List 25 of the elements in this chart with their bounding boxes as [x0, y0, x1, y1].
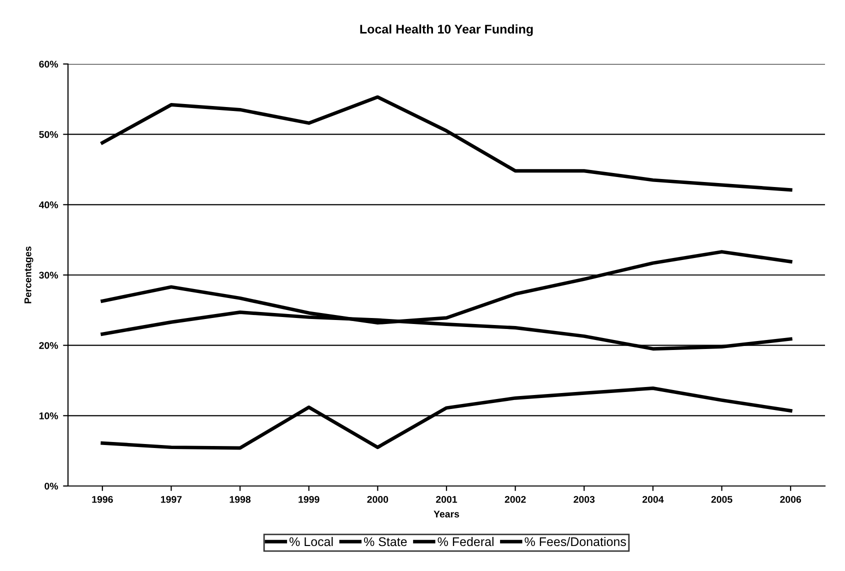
x-tick-label: 2005: [711, 496, 732, 503]
y-tick-label: 10%: [39, 412, 58, 420]
x-axis-title: Years: [434, 510, 460, 518]
x-tick-label: 1998: [230, 496, 251, 503]
x-tick-label: 1997: [161, 496, 182, 503]
legend-label: % Federal: [438, 536, 494, 546]
y-tick-label: 60%: [39, 60, 58, 68]
x-tick-label: 2002: [504, 496, 526, 503]
x-tick-label: 1999: [298, 496, 320, 503]
y-tick-label: 0%: [44, 482, 58, 490]
y-tick-label: 20%: [39, 342, 58, 349]
x-tick-label: 2003: [574, 496, 595, 503]
x-tick-label: 2004: [642, 496, 664, 503]
legend-label: % Local: [290, 536, 333, 546]
y-tick-label: 40%: [38, 201, 58, 208]
y-tick-label: 30%: [39, 272, 58, 279]
y-tick-label: 50%: [39, 131, 58, 138]
legend-label: % State: [364, 537, 407, 546]
x-tick-label: 1996: [92, 496, 113, 503]
y-axis-title: Percentages: [24, 246, 34, 304]
legend-label: % Fees/Donations: [524, 536, 626, 546]
x-tick-label: 2000: [367, 496, 388, 503]
x-tick-label: 2001: [436, 496, 458, 503]
chart-title: Local Health 10 Year Funding: [360, 24, 533, 36]
x-tick-label: 2006: [780, 496, 802, 503]
